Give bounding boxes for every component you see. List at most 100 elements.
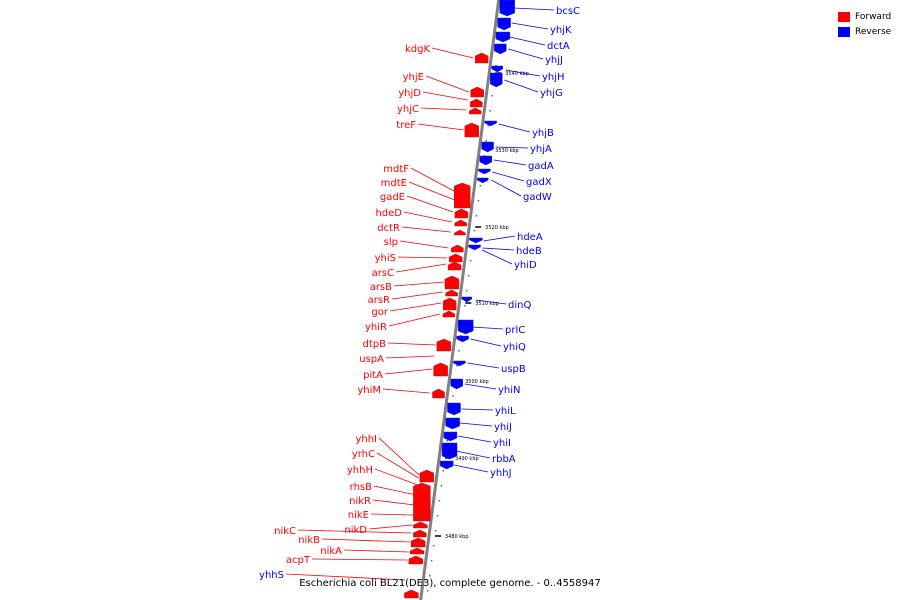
- minor-tick: [467, 275, 470, 277]
- minor-tick: [475, 215, 478, 217]
- forward-gene-block: [442, 297, 457, 311]
- gene-label-kdgk: kdgK: [405, 44, 430, 55]
- gene-label-prlc: prlC: [505, 325, 525, 336]
- gene-label-rbba: rbbA: [492, 454, 516, 465]
- forward-gene-block: [413, 529, 427, 538]
- forward-gene-block: [470, 98, 483, 108]
- leader-pita: [384, 368, 433, 375]
- gene-label-nikc: nikC: [274, 526, 296, 537]
- reverse-gene-block: [439, 460, 454, 470]
- leader-dctr: [401, 226, 451, 233]
- gene-label-yhjh: yhjH: [542, 72, 565, 83]
- gene-label-nikb: nikB: [298, 535, 320, 546]
- minor-tick: [465, 290, 468, 292]
- gene-label-dinq: dinQ: [508, 300, 531, 311]
- label-leaders: [285, 7, 555, 581]
- gene-label-arsr: arsR: [368, 295, 390, 306]
- gene-label-yhjk: yhjK: [550, 25, 572, 36]
- reverse-gene-block: [461, 296, 472, 303]
- reverse-gene-block: [441, 442, 458, 460]
- forward-gene-block: [432, 388, 445, 399]
- genome-backbone: [419, 0, 501, 600]
- leader-dinq: [475, 299, 507, 305]
- leader-gada: [493, 159, 527, 166]
- minor-tick: [456, 365, 458, 367]
- forward-gene-block: [413, 482, 431, 522]
- forward-gene-block: [454, 219, 467, 227]
- gene-label-nika: nikA: [320, 546, 342, 557]
- gene-label-dtpb: dtpB: [363, 339, 387, 350]
- gene-label-yhim: yhiM: [357, 385, 381, 396]
- forward-gene-block: [409, 547, 425, 555]
- minor-tick: [479, 185, 482, 187]
- leader-yhim: [382, 388, 430, 394]
- reverse-gene-block: [497, 17, 511, 31]
- minor-tick: [473, 230, 476, 232]
- leader-rhsb: [373, 485, 417, 496]
- gene-label-gade: gadE: [380, 192, 405, 203]
- leader-arsb: [393, 281, 445, 287]
- leader-arsr: [391, 291, 443, 300]
- leader-nike: [370, 513, 414, 516]
- gene-label-hded: hdeD: [375, 208, 402, 219]
- forward-gene-block: [470, 86, 484, 98]
- gene-label-yhhi: yhhI: [355, 434, 377, 445]
- forward-gene-block: [454, 182, 471, 209]
- leader-gadw: [491, 179, 522, 197]
- forward-gene-block: [454, 208, 469, 219]
- reverse-gene-block: [443, 431, 458, 442]
- leader-yhin: [464, 383, 497, 390]
- leader-mdtf: [410, 167, 456, 193]
- legend: Forward Reverse: [838, 9, 891, 39]
- reverse-gene-block: [445, 417, 460, 430]
- reverse-gene-block: [495, 31, 511, 43]
- legend-forward: Forward: [838, 9, 891, 24]
- leader-yhjd: [422, 91, 468, 101]
- forward-gene-block: [436, 338, 452, 352]
- legend-forward-label: Forward: [855, 11, 892, 22]
- scale-tick-label: 3520 kbp: [485, 225, 509, 231]
- gene-label-dcta: dctA: [547, 41, 570, 52]
- forward-gene-block: [404, 589, 419, 599]
- gene-label-yhjg: yhjG: [540, 88, 563, 99]
- forward-gene-block: [444, 275, 460, 290]
- scale-tick-label: 3500 kbp: [465, 379, 489, 385]
- forward-gene-block: [448, 253, 463, 263]
- gene-label-hdeb: hdeB: [516, 246, 542, 257]
- leader-yhjg: [504, 79, 539, 93]
- leader-yhja: [495, 146, 529, 149]
- genome-caption: Escherichia coli BL21(DE3), complete gen…: [299, 578, 601, 589]
- reverse-gene-block: [457, 319, 474, 335]
- reverse-gene-block: [499, 0, 515, 17]
- leader-yrhc: [376, 452, 419, 479]
- leader-gadx: [492, 171, 525, 182]
- gene-label-yhil: yhiL: [495, 406, 516, 417]
- gene-label-yhjb: yhjB: [532, 128, 554, 139]
- gene-label-gadw: gadW: [523, 192, 552, 203]
- gene-label-yhiq: yhiQ: [503, 342, 526, 353]
- leader-yhjb: [498, 123, 531, 133]
- leader-arsc: [395, 263, 447, 273]
- gene-label-yhhs: yhhS: [259, 570, 284, 581]
- minor-tick: [440, 485, 443, 487]
- minor-tick: [446, 440, 448, 442]
- gene-label-uspb: uspB: [501, 364, 526, 375]
- leader-yhhs: [285, 573, 406, 581]
- scale-tick-label: 3540 kbp: [505, 71, 529, 77]
- forward-gene-block: [464, 122, 480, 138]
- leader-yhiq: [470, 338, 502, 347]
- leader-yhjc: [420, 107, 467, 111]
- minor-tick: [489, 110, 491, 112]
- reverse-gene-block: [491, 65, 503, 73]
- leader-hdea: [483, 235, 516, 242]
- gene-label-nike: nikE: [348, 510, 369, 521]
- gene-label-yhir: yhiR: [365, 322, 387, 333]
- leader-gade: [406, 195, 454, 213]
- leader-tref: [417, 123, 464, 131]
- gene-label-gor: gor: [371, 307, 388, 318]
- scale-tick-label: 3510 kbp: [475, 301, 499, 307]
- gene-label-hdea: hdeA: [517, 232, 543, 243]
- reverse-gene-block: [450, 378, 463, 390]
- forward-gene-block: [451, 244, 464, 253]
